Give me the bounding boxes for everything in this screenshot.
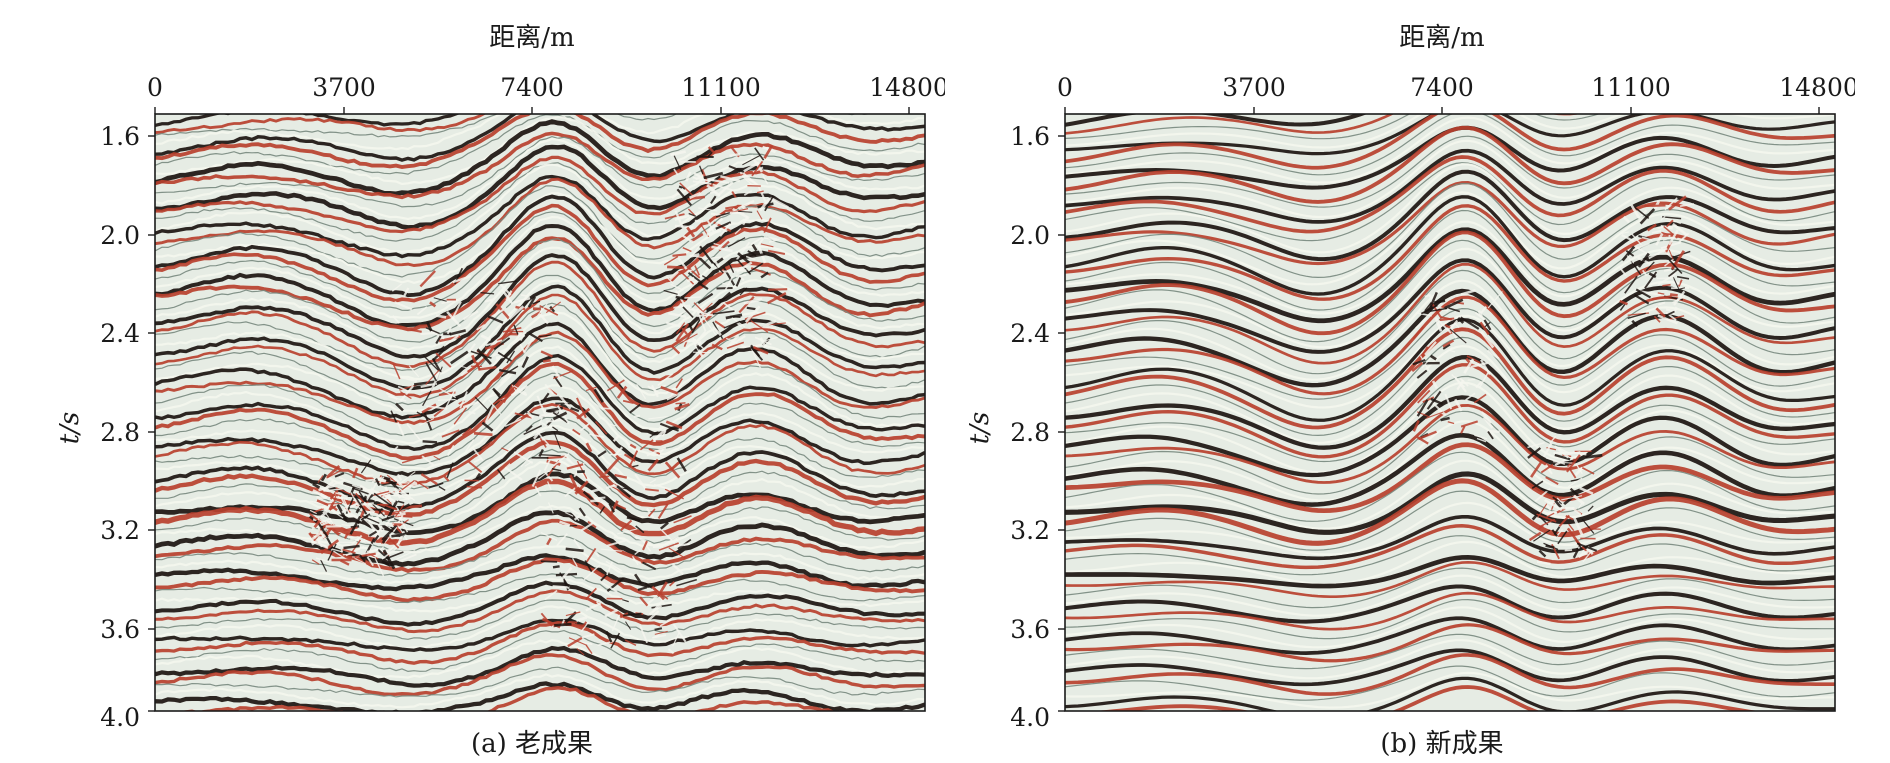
y-tick-label: 2.8 [100, 418, 140, 447]
y-tick-label: 3.2 [100, 516, 140, 545]
y-tick-label: 4.0 [1010, 703, 1050, 732]
seismic-plot-a: 距离/m 0 3700 7400 11100 14800 t/s 1.6 2.0… [55, 23, 945, 759]
x-tick-label: 11100 [1591, 73, 1671, 102]
y-tick-label: 3.2 [1010, 516, 1050, 545]
y-tick-label: 1.6 [1010, 122, 1050, 151]
x-tick-label: 0 [1057, 73, 1073, 102]
x-axis-label: 距离/m [1399, 23, 1484, 53]
panel-caption: (b) 新成果 [1380, 729, 1503, 759]
seismic-image [1065, 114, 1835, 711]
y-tick-label: 2.0 [100, 221, 140, 250]
y-axis-label: t/s [965, 412, 995, 445]
y-axis-label: t/s [55, 412, 85, 445]
x-tick-label: 3700 [312, 73, 376, 102]
y-tick-label: 2.0 [1010, 221, 1050, 250]
x-axis-label: 距离/m [489, 23, 574, 53]
seismic-panel-b: 距离/m 0 3700 7400 11100 14800 t/s 1.6 2.0… [910, 0, 1855, 763]
x-tick-label: 0 [147, 73, 163, 102]
seismic-plot-b: 距离/m 0 3700 7400 11100 14800 t/s 1.6 2.0… [965, 23, 1855, 759]
x-tick-label: 14800 [869, 73, 945, 102]
y-tick-label: 4.0 [100, 703, 140, 732]
seismic-image [155, 114, 925, 711]
y-tick-label: 2.4 [100, 319, 140, 348]
y-tick-label: 2.4 [1010, 319, 1050, 348]
x-tick-label: 7400 [1410, 73, 1474, 102]
x-tick-label: 3700 [1222, 73, 1286, 102]
y-tick-label: 1.6 [100, 122, 140, 151]
y-tick-label: 3.6 [100, 615, 140, 644]
x-tick-label: 11100 [681, 73, 761, 102]
x-tick-label: 14800 [1779, 73, 1855, 102]
plot-frame [1058, 107, 1836, 712]
y-tick-label: 3.6 [1010, 615, 1050, 644]
plot-frame [148, 107, 926, 712]
seismic-panel-a: 距离/m 0 3700 7400 11100 14800 t/s 1.6 2.0… [55, 23, 945, 759]
y-tick-label: 2.8 [1010, 418, 1050, 447]
panel-caption: (a) 老成果 [471, 729, 593, 759]
x-tick-label: 7400 [500, 73, 564, 102]
